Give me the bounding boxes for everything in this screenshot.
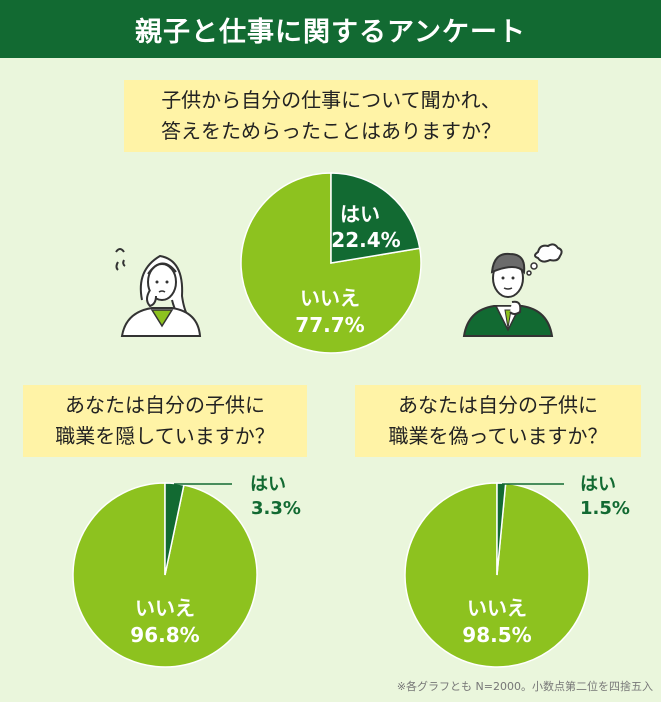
- pie-2-label-no: いいえ: [135, 596, 195, 620]
- question-1-line-1: 子供から自分の仕事について聞かれ、: [161, 88, 501, 112]
- page-title: 親子と仕事に関するアンケート: [0, 0, 661, 58]
- pie-3-value-yes: 1.5%: [580, 498, 630, 519]
- question-3-line-2: 職業を偽っていますか？: [388, 424, 608, 448]
- question-2-box: あなたは自分の子供に 職業を隠していますか？: [23, 385, 307, 457]
- pie-1-label-no: いいえ: [300, 286, 360, 310]
- pie-2-value-no: 96.8%: [130, 623, 199, 647]
- footnote: ※各グラフとも N=2000。小数点第二位を四捨五入: [396, 680, 653, 693]
- pie-3-value-no: 98.5%: [462, 623, 531, 647]
- pie-2-value-yes: 3.3%: [251, 498, 301, 519]
- worried-woman-icon: [115, 248, 202, 337]
- question-2-line-2: 職業を隠していますか？: [55, 424, 275, 448]
- question-2-line-1: あなたは自分の子供に: [65, 393, 265, 417]
- pie-1-value-no: 77.7%: [295, 313, 364, 337]
- pie-1-slice-yes: [330, 172, 421, 264]
- pie-1-label-yes: はい: [340, 202, 380, 226]
- pie-3-label-no: いいえ: [467, 596, 527, 620]
- pie-3-label-yes: はい: [580, 474, 616, 495]
- question-3-line-1: あなたは自分の子供に: [398, 393, 598, 417]
- pie-2-label-yes: はい: [250, 474, 286, 495]
- question-3-box: あなたは自分の子供に 職業を偽っていますか？: [355, 385, 641, 457]
- question-1-line-2: 答えをためらったことはありますか？: [161, 119, 501, 143]
- pie-1-value-yes: 22.4%: [331, 228, 400, 252]
- question-1-box: 子供から自分の仕事について聞かれ、 答えをためらったことはありますか？: [124, 80, 538, 152]
- thinking-man-icon: [462, 243, 563, 337]
